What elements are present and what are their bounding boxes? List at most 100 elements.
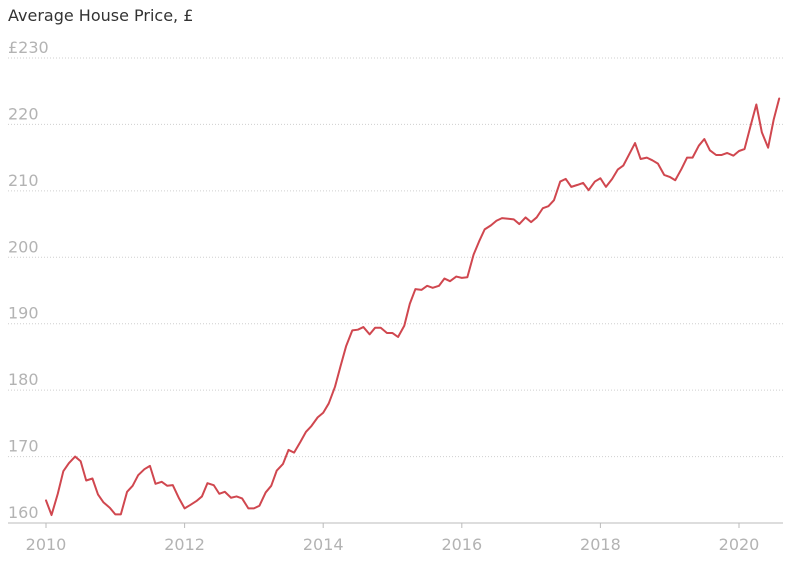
data-point bbox=[709, 149, 711, 151]
data-point bbox=[253, 507, 255, 509]
data-point bbox=[91, 477, 93, 479]
data-point bbox=[287, 449, 289, 451]
x-tick-label-2018: 2018 bbox=[580, 535, 621, 554]
data-point bbox=[547, 205, 549, 207]
data-point bbox=[143, 468, 145, 470]
y-tick-label-200: 200 bbox=[8, 237, 39, 256]
data-point bbox=[241, 497, 243, 499]
data-point bbox=[461, 277, 463, 279]
data-point bbox=[628, 152, 630, 154]
data-point bbox=[634, 142, 636, 144]
data-point bbox=[357, 328, 359, 330]
data-point bbox=[276, 469, 278, 471]
x-tick-label-2012: 2012 bbox=[164, 535, 205, 554]
y-tick-label-180: 180 bbox=[8, 370, 39, 389]
data-point bbox=[230, 497, 232, 499]
data-point bbox=[674, 179, 676, 181]
data-point bbox=[605, 186, 607, 188]
data-point bbox=[772, 119, 774, 121]
data-point bbox=[334, 386, 336, 388]
data-point bbox=[391, 332, 393, 334]
data-point bbox=[443, 277, 445, 279]
data-point bbox=[79, 460, 81, 462]
data-point bbox=[264, 491, 266, 493]
data-point bbox=[109, 507, 111, 509]
data-point bbox=[224, 491, 226, 493]
data-point bbox=[524, 216, 526, 218]
data-point bbox=[235, 495, 237, 497]
data-point bbox=[778, 97, 780, 99]
data-point bbox=[374, 327, 376, 329]
data-point bbox=[270, 485, 272, 487]
data-point bbox=[380, 327, 382, 329]
data-point bbox=[178, 497, 180, 499]
data-point bbox=[154, 483, 156, 485]
data-point bbox=[553, 199, 555, 201]
data-point bbox=[680, 168, 682, 170]
y-axis-tick-labels: 160 170 180 190 200 210 220 £230 bbox=[8, 38, 49, 522]
data-point bbox=[426, 285, 428, 287]
data-point bbox=[599, 177, 601, 179]
chart-title: Average House Price, £ bbox=[8, 6, 194, 25]
data-point bbox=[617, 168, 619, 170]
data-point bbox=[85, 479, 87, 481]
data-point bbox=[74, 455, 76, 457]
data-point bbox=[247, 507, 249, 509]
data-point bbox=[530, 221, 532, 223]
data-point bbox=[669, 176, 671, 178]
data-point bbox=[657, 162, 659, 164]
data-point bbox=[213, 484, 215, 486]
x-tick-label-2020: 2020 bbox=[719, 535, 760, 554]
x-axis: 2010 2012 2014 2016 2018 2020 bbox=[8, 522, 783, 554]
gridlines bbox=[8, 57, 783, 458]
data-point bbox=[726, 152, 728, 154]
data-point bbox=[351, 329, 353, 331]
data-point bbox=[478, 240, 480, 242]
data-point bbox=[686, 156, 688, 158]
data-point bbox=[102, 501, 104, 503]
data-point bbox=[68, 462, 70, 464]
data-point bbox=[126, 491, 128, 493]
y-tick-label-170: 170 bbox=[8, 437, 39, 456]
data-point bbox=[97, 493, 99, 495]
data-point bbox=[414, 288, 416, 290]
data-point bbox=[131, 485, 133, 487]
data-point bbox=[743, 148, 745, 150]
data-point bbox=[594, 180, 596, 182]
data-point bbox=[345, 345, 347, 347]
data-point bbox=[559, 180, 561, 182]
data-point bbox=[455, 275, 457, 277]
data-point bbox=[189, 504, 191, 506]
data-point bbox=[362, 326, 364, 328]
data-point bbox=[120, 513, 122, 515]
data-point bbox=[518, 223, 520, 225]
data-point bbox=[206, 482, 208, 484]
data-point bbox=[149, 465, 151, 467]
data-point bbox=[57, 493, 59, 495]
data-point bbox=[472, 253, 474, 255]
data-point bbox=[431, 287, 433, 289]
data-point bbox=[750, 124, 752, 126]
data-point bbox=[501, 217, 503, 219]
data-point bbox=[611, 178, 613, 180]
data-point bbox=[409, 303, 411, 305]
data-point bbox=[466, 276, 468, 278]
data-point bbox=[732, 154, 734, 156]
data-point bbox=[738, 150, 740, 152]
data-point bbox=[166, 485, 168, 487]
data-point bbox=[761, 131, 763, 133]
data-point bbox=[161, 481, 163, 483]
x-tick-label-2014: 2014 bbox=[303, 535, 344, 554]
data-point bbox=[258, 505, 260, 507]
data-point bbox=[438, 285, 440, 287]
data-point bbox=[114, 513, 116, 515]
data-point bbox=[368, 333, 370, 335]
data-point bbox=[183, 507, 185, 509]
data-point bbox=[576, 184, 578, 186]
data-point bbox=[767, 146, 769, 148]
data-point bbox=[316, 416, 318, 418]
data-point bbox=[542, 207, 544, 209]
data-point bbox=[639, 158, 641, 160]
data-point bbox=[282, 463, 284, 465]
